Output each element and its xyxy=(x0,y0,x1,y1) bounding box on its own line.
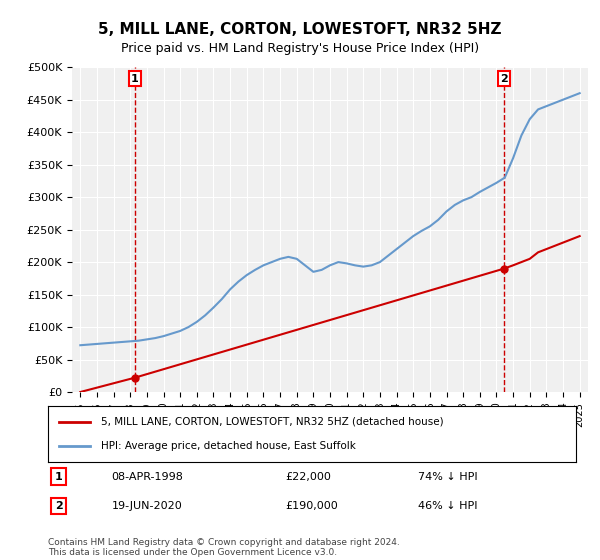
Text: 5, MILL LANE, CORTON, LOWESTOFT, NR32 5HZ (detached house): 5, MILL LANE, CORTON, LOWESTOFT, NR32 5H… xyxy=(101,417,443,427)
Text: 1: 1 xyxy=(131,74,139,83)
Text: Contains HM Land Registry data © Crown copyright and database right 2024.
This d: Contains HM Land Registry data © Crown c… xyxy=(48,538,400,557)
Text: 46% ↓ HPI: 46% ↓ HPI xyxy=(418,501,477,511)
Text: 2: 2 xyxy=(500,74,508,83)
Text: £22,000: £22,000 xyxy=(286,472,331,482)
Text: Price paid vs. HM Land Registry's House Price Index (HPI): Price paid vs. HM Land Registry's House … xyxy=(121,42,479,55)
Text: 2: 2 xyxy=(55,501,62,511)
Text: 1: 1 xyxy=(55,472,62,482)
Text: 19-JUN-2020: 19-JUN-2020 xyxy=(112,501,182,511)
Text: 5, MILL LANE, CORTON, LOWESTOFT, NR32 5HZ: 5, MILL LANE, CORTON, LOWESTOFT, NR32 5H… xyxy=(98,22,502,38)
Text: 74% ↓ HPI: 74% ↓ HPI xyxy=(418,472,477,482)
Text: £190,000: £190,000 xyxy=(286,501,338,511)
Text: 08-APR-1998: 08-APR-1998 xyxy=(112,472,183,482)
Text: HPI: Average price, detached house, East Suffolk: HPI: Average price, detached house, East… xyxy=(101,441,356,451)
